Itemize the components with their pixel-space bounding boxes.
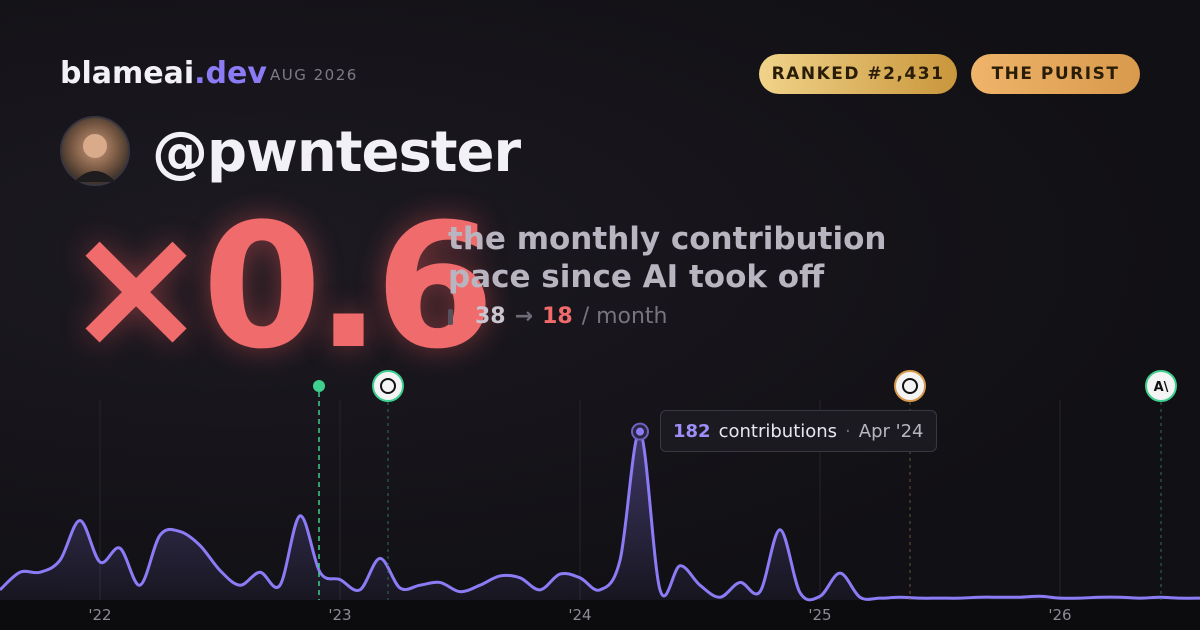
event-dot [313,380,325,392]
description-line: the monthly contribution [448,221,887,257]
pace-before: 38 [475,304,506,329]
tooltip-value: 182 [673,420,711,442]
event-logo [902,378,918,394]
tooltip-separator: · [845,420,851,442]
tooltip-date: Apr '24 [858,420,924,442]
event-icon [1145,370,1177,402]
title-badge: THE PURIST [971,54,1140,94]
description: the monthly contribution pace since AI t… [448,220,886,296]
pace: 38 → 18 / month [448,304,668,329]
pace-icon [448,308,463,325]
pace-arrow: → [514,304,534,329]
line [0,430,1200,602]
area [0,431,1200,600]
axis-band [0,600,1200,630]
x-tick-label: '22 [88,606,111,624]
multiplier: ×0.6 [64,186,495,387]
peak-dot [636,427,644,436]
handle: @pwntester [152,120,521,185]
event-logo [380,378,396,394]
event-logo: A\ [1154,380,1169,395]
avatar [60,116,130,186]
tooltip-label: contributions [718,420,838,442]
brand-tld: .dev [194,56,267,91]
rank-badge: RANKED #2,431 [759,54,957,94]
x-tick-label: '23 [328,606,351,624]
period: AUG 2026 [270,66,358,84]
pace-after: 18 [542,304,573,329]
event-icon [894,370,926,402]
x-tick-label: '26 [1048,606,1071,624]
tooltip: 182 contributions · Apr '24 [660,410,937,452]
brand-name: blameai [60,56,195,91]
x-tick-label: '24 [568,606,591,624]
pace-unit: / month [581,304,668,329]
brand: blameai.dev [60,56,267,91]
description-line: pace since AI took off [448,259,825,295]
x-tick-label: '25 [808,606,831,624]
event-icon [372,370,404,402]
